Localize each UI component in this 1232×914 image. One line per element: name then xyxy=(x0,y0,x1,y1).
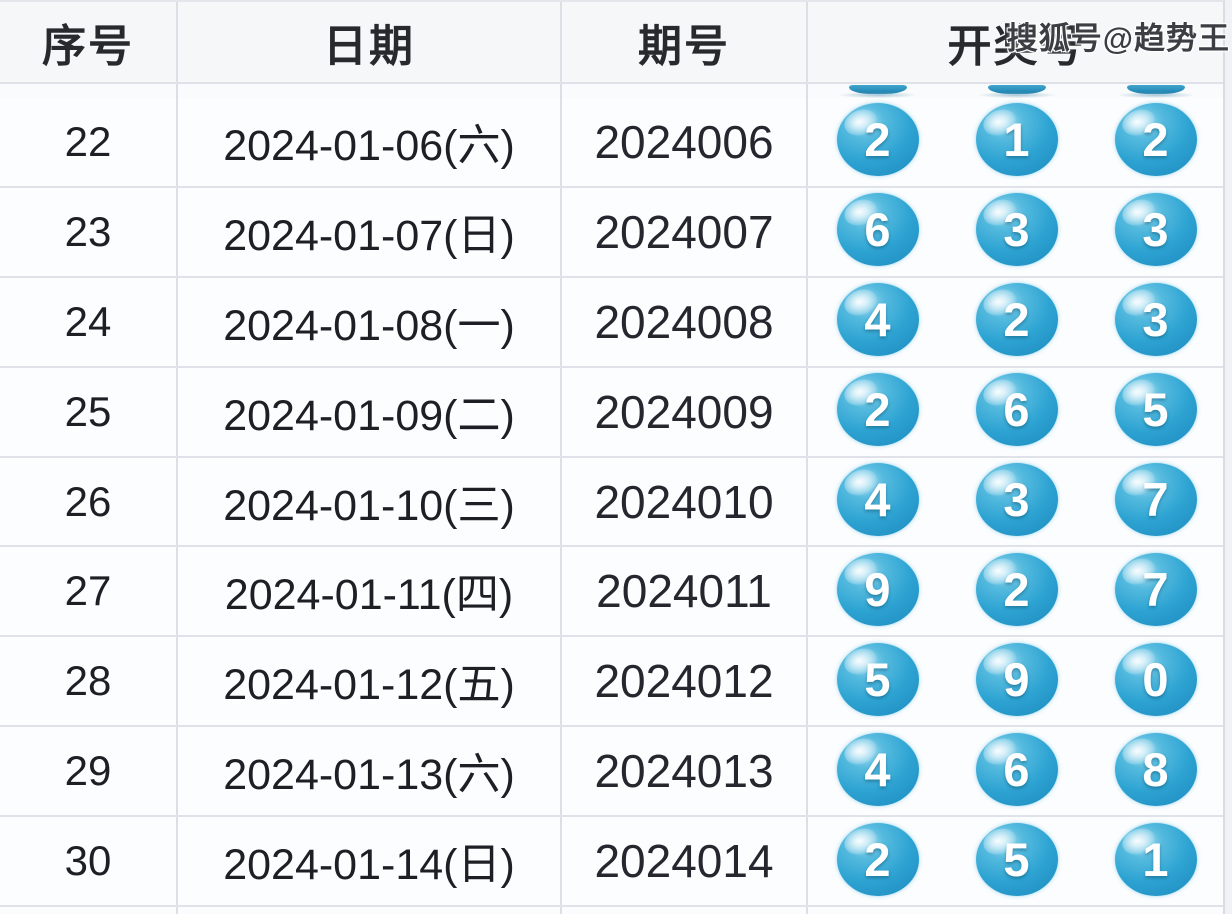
ball-bottom-remnant-icon xyxy=(978,85,1055,98)
date-cell: 2024-01-08(一) xyxy=(178,277,562,366)
lottery-ball: 5 xyxy=(975,822,1058,904)
lottery-ball: 5 xyxy=(1114,373,1197,455)
table-row: 22 2024-01-06(六) 2024006 2 1 2 xyxy=(0,98,1223,186)
header-cell-draw: 开奖号 xyxy=(947,22,1086,71)
date-cell: 2024-01-13(六) xyxy=(178,727,562,816)
lottery-ball: 9 xyxy=(975,642,1058,724)
date-cell: 2024-01-09(二) xyxy=(178,367,562,456)
lottery-ball: 4 xyxy=(836,732,919,814)
empty-cell xyxy=(178,84,562,98)
lottery-ball: 0 xyxy=(1114,642,1197,724)
balls-cell: 4 3 7 xyxy=(808,458,1225,546)
header-row: 序号 日期 期号 开奖号 xyxy=(0,2,1223,82)
date-cell: 2024-01-10(三) xyxy=(178,457,562,546)
watermark: 搜狐号@趋势王 xyxy=(1006,21,1230,56)
period-cell: 2024007 xyxy=(562,187,808,276)
table-row: 23 2024-01-07(日) 2024007 6 3 3 xyxy=(0,185,1225,276)
table-row: 24 2024-01-08(一) 2024008 4 2 3 xyxy=(0,275,1225,366)
date-cell: 2024-01-06(六) xyxy=(178,98,562,186)
ball-bottom-remnant-icon xyxy=(839,85,916,98)
clipped-next-row xyxy=(0,905,1223,914)
balls-cell: 2 1 2 xyxy=(808,98,1225,186)
lottery-ball: 2 xyxy=(836,822,919,904)
empty-cell xyxy=(178,907,562,914)
clipped-balls-cell xyxy=(808,84,1225,98)
date-cell: 2024-01-14(日) xyxy=(178,817,562,906)
lottery-ball: 6 xyxy=(975,373,1058,455)
balls-cell: 4 6 8 xyxy=(808,727,1225,815)
period-cell: 2024006 xyxy=(562,98,808,186)
date-cell: 2024-01-12(五) xyxy=(178,637,562,726)
balls-cell: 6 3 3 xyxy=(808,188,1225,276)
seq-cell: 30 xyxy=(0,817,178,906)
lottery-ball: 4 xyxy=(836,463,919,544)
table-row: 25 2024-01-09(二) 2024009 2 6 5 xyxy=(0,365,1225,456)
seq-cell: 23 xyxy=(0,187,178,276)
lottery-ball: 3 xyxy=(1114,283,1197,365)
lottery-ball: 7 xyxy=(1114,463,1197,544)
period-cell: 2024008 xyxy=(562,277,808,366)
header-cell-period: 期号 xyxy=(562,2,808,82)
date-cell: 2024-01-11(四) xyxy=(178,547,562,636)
header-cell-seq: 序号 xyxy=(0,2,178,82)
table-body: 22 2024-01-06(六) 2024006 2 1 2 23 2024-0… xyxy=(0,98,1225,906)
empty-cell xyxy=(808,907,1225,914)
lottery-ball: 6 xyxy=(975,732,1058,814)
lottery-ball: 3 xyxy=(975,463,1058,544)
lottery-ball: 2 xyxy=(836,103,919,185)
lottery-ball: 2 xyxy=(836,373,919,455)
clipped-previous-row xyxy=(0,82,1223,98)
period-cell: 2024011 xyxy=(562,547,808,636)
period-cell: 2024014 xyxy=(562,817,808,906)
seq-cell: 29 xyxy=(0,727,178,816)
table-row: 26 2024-01-10(三) 2024010 4 3 7 xyxy=(0,455,1225,546)
lottery-ball: 6 xyxy=(836,193,919,275)
header-cell-date: 日期 xyxy=(178,2,562,82)
lottery-ball: 2 xyxy=(975,552,1058,634)
balls-cell: 2 6 5 xyxy=(808,368,1225,456)
seq-cell: 24 xyxy=(0,277,178,366)
table-row: 30 2024-01-14(日) 2024014 2 5 1 xyxy=(0,815,1225,906)
period-cell: 2024010 xyxy=(562,457,808,546)
lottery-ball: 2 xyxy=(975,283,1058,365)
balls-cell: 5 9 0 xyxy=(808,637,1225,725)
lottery-ball: 8 xyxy=(1114,732,1197,814)
lottery-ball: 1 xyxy=(975,103,1058,185)
lottery-ball: 5 xyxy=(836,642,919,724)
lottery-ball: 9 xyxy=(836,552,919,634)
lottery-ball: 4 xyxy=(836,283,919,365)
balls-cell: 2 5 1 xyxy=(808,817,1225,905)
empty-cell xyxy=(0,907,178,914)
seq-cell: 26 xyxy=(0,457,178,546)
table-row: 27 2024-01-11(四) 2024011 9 2 7 xyxy=(0,545,1225,636)
lottery-ball: 3 xyxy=(975,193,1058,275)
balls-cell: 4 2 3 xyxy=(808,278,1225,366)
balls-cell: 9 2 7 xyxy=(808,547,1225,635)
seq-cell: 25 xyxy=(0,367,178,456)
period-cell: 2024009 xyxy=(562,367,808,456)
seq-cell: 22 xyxy=(0,98,178,186)
date-cell: 2024-01-07(日) xyxy=(178,187,562,276)
table-row: 29 2024-01-13(六) 2024013 4 6 8 xyxy=(0,725,1225,816)
lottery-ball: 3 xyxy=(1114,193,1197,275)
period-cell: 2024012 xyxy=(562,637,808,726)
ball-bottom-remnant-icon xyxy=(1117,85,1194,98)
lottery-ball: 2 xyxy=(1114,103,1197,185)
empty-cell xyxy=(562,84,808,98)
lottery-ball: 1 xyxy=(1114,822,1197,904)
seq-cell: 27 xyxy=(0,547,178,636)
empty-cell xyxy=(562,907,808,914)
table-row: 28 2024-01-12(五) 2024012 5 9 0 xyxy=(0,635,1225,726)
empty-cell xyxy=(0,84,178,98)
lottery-ball: 7 xyxy=(1114,552,1197,634)
seq-cell: 28 xyxy=(0,637,178,726)
period-cell: 2024013 xyxy=(562,727,808,816)
